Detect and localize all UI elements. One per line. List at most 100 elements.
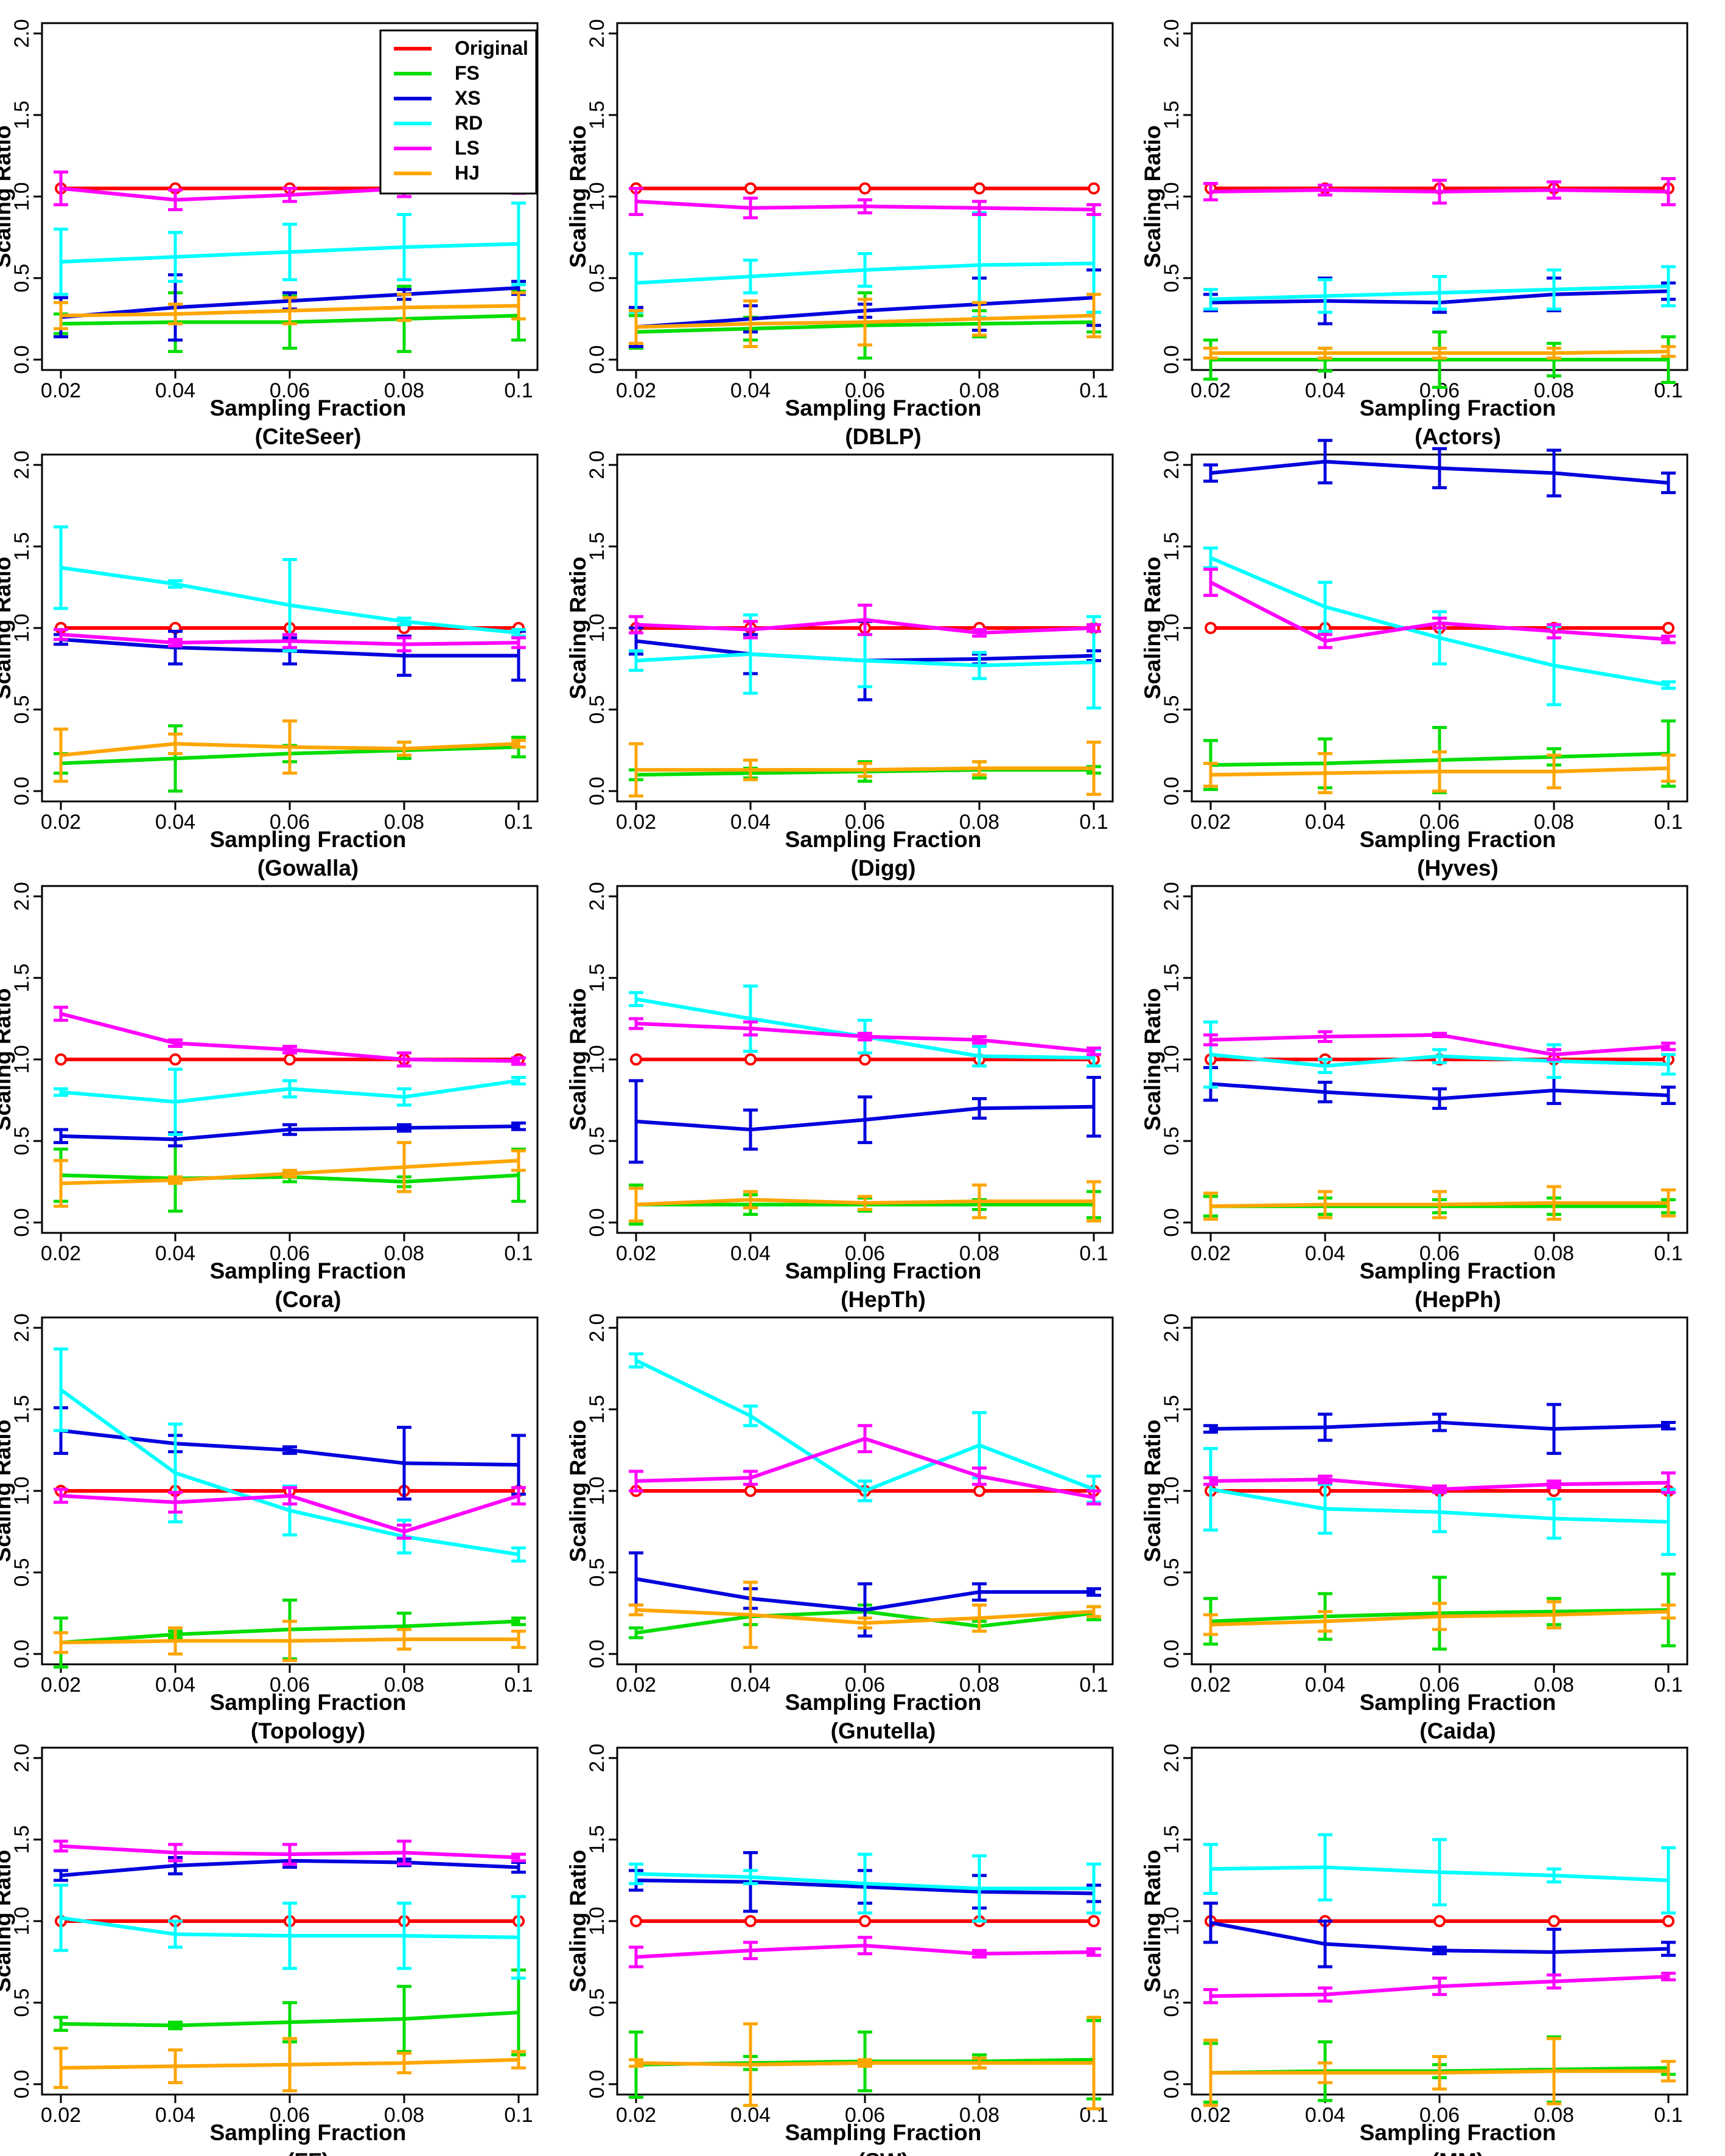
x-tick-label: 0.02 [41,2104,81,2127]
panel-title: (Digg) [851,856,916,881]
series-rd [1203,546,1676,706]
legend-box [379,29,537,195]
y-tick-label: 2.0 [10,19,33,47]
y-tick-label: 2.0 [10,1743,33,1772]
x-tick-label: 0.02 [1191,1242,1231,1265]
data-point [744,182,757,195]
y-tick-label: 1.5 [1160,532,1183,560]
series-xs [1203,1902,1676,1976]
x-tick-label: 0.06 [1419,2104,1460,2127]
y-tick-label: 0.5 [10,1558,33,1586]
y-tick-label: 0.5 [586,263,609,292]
x-tick-label: 0.02 [41,811,81,834]
y-tick-label: 1.0 [10,182,33,211]
series-fs [54,1144,526,1213]
x-tick-label: 0.04 [1305,2104,1345,2127]
panel-gowalla: 0.02 0.04 0.06 0.08 0.1 0.0 0.5 1.0 1.5 2.0 Sampli… [0,450,539,881]
y-tick-label: 1.5 [10,963,33,992]
x-tick-label: 0.08 [1534,811,1574,834]
y-tick-label: 2.0 [1160,1743,1183,1772]
y-tick-label: 0.5 [1160,1126,1183,1155]
x-tick-label: 0.02 [1191,379,1231,402]
x-tick-label: 0.08 [1534,379,1574,402]
series-rd [629,211,1101,319]
x-tick-label: 0.04 [730,2104,771,2127]
series-rd [1203,1833,1676,1915]
panel-title: (Gnutella) [831,1718,936,1743]
series-xs [1203,1403,1676,1455]
x-tick-label: 0.1 [504,379,533,402]
y-tick-label: 0.0 [10,345,33,374]
y-tick-label: 2.0 [1160,450,1183,479]
series-rd [1203,1020,1676,1089]
series-ls [1203,1471,1676,1495]
x-axis-title: Sampling Fraction [785,1690,982,1715]
y-tick-label: 1.5 [10,100,33,129]
x-tick-label: 0.04 [155,1242,195,1265]
x-tick-label: 0.02 [1191,2104,1231,2127]
series-original [630,1915,1100,1927]
data-point [630,1053,642,1066]
y-tick-label: 1.5 [586,100,609,129]
series-hj [629,2015,1101,2110]
y-tick-label: 1.0 [586,1907,609,1935]
panel-title: (Topology) [251,1718,365,1743]
x-tick-label: 0.04 [1305,811,1345,834]
y-axis-title: Scaling Ratio [1140,1420,1165,1562]
y-tick-label: 1.0 [10,1476,33,1505]
data-point [630,1915,642,1927]
y-axis-title: Scaling Ratio [1140,988,1165,1131]
y-axis-title: Scaling Ratio [1140,1850,1165,1992]
y-tick-label: 0.5 [1160,263,1183,292]
x-tick-label: 0.08 [384,811,424,834]
series-rd [54,1883,526,1980]
series-ls [629,1936,1101,1969]
series-original [1205,1915,1674,1927]
x-tick-label: 0.04 [155,1673,195,1697]
x-tick-label: 0.04 [1305,1673,1345,1697]
x-tick-label: 0.02 [616,379,656,402]
series-ls [54,1840,526,1866]
y-tick-label: 0.0 [586,776,609,805]
x-tick-label: 0.04 [1305,1242,1345,1265]
y-tick-label: 0.5 [586,1126,609,1155]
x-axis-title: Sampling Fraction [1360,827,1556,852]
y-axis-title: Scaling Ratio [0,1850,15,1992]
series-ls [54,1005,526,1068]
y-tick-label: 2.0 [10,882,33,910]
y-tick-label: 1.5 [10,532,33,560]
x-axis-title: Sampling Fraction [210,827,407,852]
series-ls [629,187,1101,220]
x-tick-label: 0.1 [504,2104,533,2127]
x-tick-label: 0.08 [1534,1673,1574,1697]
y-tick-label: 0.0 [10,1639,33,1668]
y-tick-label: 2.0 [1160,1313,1183,1342]
x-tick-label: 0.02 [41,379,81,402]
y-tick-label: 1.0 [586,613,609,642]
x-tick-label: 0.1 [1079,1673,1108,1697]
y-axis-title: Scaling Ratio [565,1850,590,1992]
y-tick-label: 1.5 [1160,963,1183,992]
panel-hyves: 0.02 0.04 0.06 0.08 0.1 0.0 0.5 1.0 1.5 2.0 Sampli… [1140,439,1688,881]
y-tick-label: 0.0 [1160,1208,1183,1237]
legend-label-ls: LS [455,137,480,159]
x-tick-label: 0.02 [1191,1673,1231,1697]
x-tick-label: 0.02 [616,1673,656,1697]
x-tick-label: 0.1 [1654,2104,1682,2127]
panel-title: (Gowalla) [257,856,359,881]
y-tick-label: 1.5 [586,963,609,992]
x-tick-label: 0.04 [155,2104,195,2127]
x-tick-label: 0.04 [1305,379,1345,402]
y-tick-label: 1.0 [1160,182,1183,211]
y-tick-label: 1.5 [1160,1825,1183,1854]
x-axis-title: Sampling Fraction [210,396,407,420]
y-tick-label: 1.5 [10,1825,33,1854]
data-point [284,1053,296,1066]
panel-actors: 0.02 0.04 0.06 0.08 0.10.00.51.01.52.0Sampli… [1140,19,1688,449]
legend-label-hj: HJ [455,162,480,184]
y-tick-label: 2.0 [586,450,609,479]
x-tick-label: 0.1 [1079,811,1108,834]
panel-title: (FF) [287,2149,329,2156]
data-point [1088,1915,1100,1927]
y-tick-label: 0.0 [586,1639,609,1668]
